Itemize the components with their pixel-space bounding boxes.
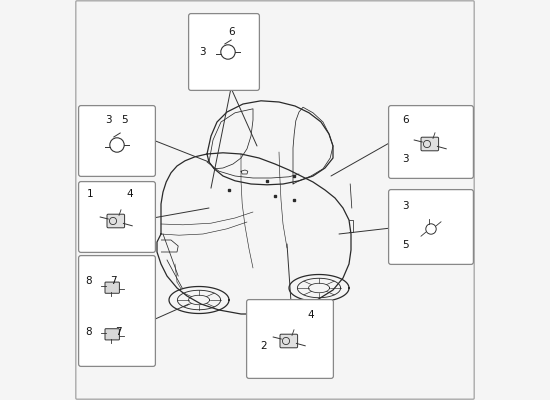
Text: 3: 3 xyxy=(105,115,112,125)
FancyBboxPatch shape xyxy=(189,14,260,90)
FancyBboxPatch shape xyxy=(79,256,156,366)
FancyBboxPatch shape xyxy=(246,300,333,378)
Text: 8: 8 xyxy=(85,327,91,337)
FancyBboxPatch shape xyxy=(389,190,474,264)
Text: 6: 6 xyxy=(229,27,235,37)
Text: 3: 3 xyxy=(402,154,409,164)
FancyBboxPatch shape xyxy=(107,214,125,228)
Text: 4: 4 xyxy=(307,310,314,320)
Text: 7: 7 xyxy=(110,276,117,286)
FancyBboxPatch shape xyxy=(105,329,119,340)
Text: 2: 2 xyxy=(261,341,267,351)
Text: 6: 6 xyxy=(402,115,409,125)
Text: 4: 4 xyxy=(126,189,133,199)
Text: 8: 8 xyxy=(85,276,91,286)
FancyBboxPatch shape xyxy=(389,106,474,178)
Text: 5: 5 xyxy=(121,115,128,125)
Text: 7: 7 xyxy=(115,327,122,337)
Text: 5: 5 xyxy=(402,240,409,250)
FancyBboxPatch shape xyxy=(79,182,156,252)
FancyBboxPatch shape xyxy=(105,282,119,293)
FancyBboxPatch shape xyxy=(280,334,298,348)
Text: 1: 1 xyxy=(86,189,93,199)
FancyBboxPatch shape xyxy=(421,137,438,151)
Text: 3: 3 xyxy=(200,47,206,57)
Text: 3: 3 xyxy=(402,201,409,211)
FancyBboxPatch shape xyxy=(79,106,156,176)
